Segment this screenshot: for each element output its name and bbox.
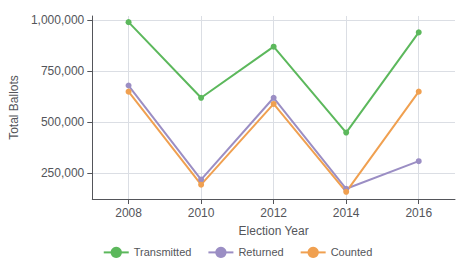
svg-text:500,000: 500,000 — [41, 115, 85, 129]
svg-text:Election Year: Election Year — [239, 224, 309, 238]
svg-text:1,000,000: 1,000,000 — [31, 13, 85, 27]
svg-text:Counted: Counted — [331, 246, 373, 258]
svg-text:2008: 2008 — [115, 206, 142, 220]
svg-text:2010: 2010 — [188, 206, 215, 220]
svg-text:2014: 2014 — [333, 206, 360, 220]
svg-text:250,000: 250,000 — [41, 166, 85, 180]
svg-text:2012: 2012 — [260, 206, 287, 220]
svg-text:Returned: Returned — [238, 246, 283, 258]
svg-text:2016: 2016 — [405, 206, 432, 220]
svg-text:Total Ballots: Total Ballots — [7, 75, 21, 140]
svg-text:750,000: 750,000 — [41, 64, 85, 78]
svg-text:Transmitted: Transmitted — [134, 246, 192, 258]
